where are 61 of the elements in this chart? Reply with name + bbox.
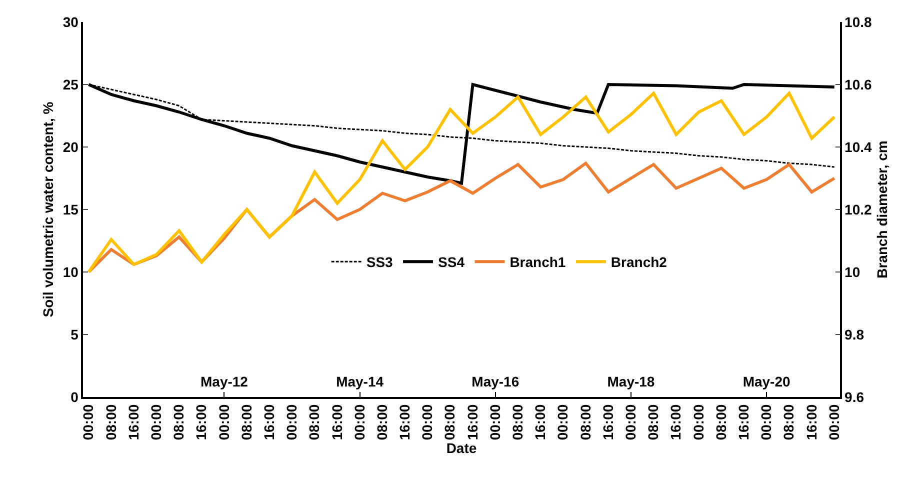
x-tick-label: 00:00 — [284, 404, 300, 440]
x-tick-label: 08:00 — [306, 404, 322, 440]
line-series — [87, 92, 836, 274]
y-tick-label: 15 — [62, 201, 79, 218]
x2-tick-label: May-20 — [742, 373, 791, 390]
y2-tick-label: 9.8 — [844, 326, 864, 342]
y2-tick-label: 9.6 — [844, 388, 864, 405]
y2-tick-label: 10.8 — [844, 14, 872, 30]
x-tick-label: 00:00 — [826, 404, 842, 440]
x-tick-label: 00:00 — [486, 404, 503, 440]
legend-label: Branch2 — [610, 254, 668, 270]
y-tick-label: 20 — [62, 138, 79, 155]
y-axis-title: Soil volumetric water content, % — [40, 101, 56, 318]
x2-tick-label: May-14 — [336, 373, 384, 390]
x-tick-label: 00:00 — [758, 404, 774, 440]
x-tick-label: 16:00 — [260, 404, 277, 440]
x-tick-label: 00:00 — [622, 404, 639, 440]
x-tick-label: 08:00 — [374, 404, 390, 440]
x-tick-label: 16:00 — [125, 404, 142, 440]
x-tick-label: 00:00 — [148, 404, 164, 440]
y-tick-label: 25 — [62, 76, 79, 92]
x2-tick-label: May-18 — [607, 373, 655, 390]
legend-label: Branch1 — [510, 254, 566, 270]
legend-label: SS4 — [438, 254, 465, 270]
x-tick-label: 00:00 — [554, 404, 571, 440]
x-tick-label: 00:00 — [351, 404, 368, 440]
x-tick-label: 16:00 — [532, 404, 548, 440]
x-tick-label: 16:00 — [464, 404, 480, 440]
y2-tick-label: 10.4 — [844, 138, 872, 155]
x-tick-label: 00:00 — [419, 404, 436, 440]
x-tick-label: 08:00 — [102, 404, 119, 440]
x-axis-title: Date — [446, 440, 477, 456]
x-tick-label: 16:00 — [668, 404, 684, 440]
x-tick-label: 16:00 — [600, 404, 616, 440]
x-tick-label: 08:00 — [780, 404, 797, 440]
x-tick-label: 16:00 — [396, 404, 413, 440]
x-tick-label: 08:00 — [238, 404, 254, 440]
legend-label: SS3 — [366, 254, 394, 270]
x-tick-label: 16:00 — [736, 404, 752, 440]
x-tick-label: 00:00 — [216, 404, 232, 440]
y2-tick-label: 10 — [844, 264, 860, 280]
x-tick-label: 00:00 — [690, 404, 706, 440]
y2-tick-label: 10.6 — [844, 76, 872, 92]
y-tick-label: 5 — [70, 326, 79, 342]
x-tick-label: 08:00 — [645, 404, 662, 440]
x-tick-label: 08:00 — [442, 404, 458, 440]
x2-tick-label: May-16 — [472, 373, 520, 390]
x-tick-label: 08:00 — [577, 404, 594, 440]
x-tick-label: 08:00 — [712, 404, 729, 440]
y-tick-label: 0 — [70, 388, 79, 405]
x-tick-label: 08:00 — [510, 404, 526, 440]
x-tick-label: 16:00 — [328, 404, 345, 440]
x2-tick-label: May-12 — [200, 373, 248, 390]
x-tick-label: 00:00 — [80, 404, 96, 440]
x-tick-label: 08:00 — [170, 404, 187, 440]
y2-tick-label: 10.2 — [844, 201, 872, 218]
x-tick-label: 16:00 — [193, 404, 210, 440]
y-tick-label: 30 — [62, 14, 79, 30]
y-tick-label: 10 — [62, 264, 79, 280]
x-tick-label: 16:00 — [803, 404, 820, 440]
y2-axis-title: Branch diameter, cm — [874, 140, 890, 278]
